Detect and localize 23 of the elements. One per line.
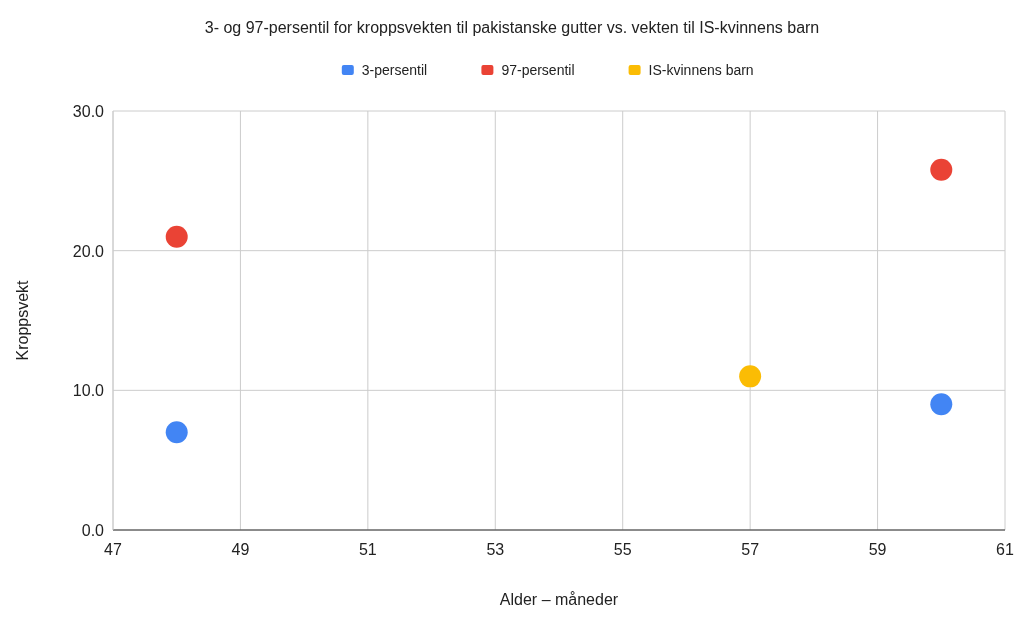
point	[165, 421, 188, 444]
x-tick-label: 53	[486, 541, 505, 558]
y-axis-title: Kroppsvekt	[14, 279, 31, 361]
point	[739, 365, 762, 388]
legend-label: 97-persentil	[501, 62, 575, 78]
x-axis-title: Alder – måneder	[499, 591, 619, 608]
x-tick-label: 49	[231, 541, 250, 558]
legend-label: 3-persentil	[361, 62, 428, 78]
y-tick-label: 20.0	[72, 242, 105, 260]
point	[930, 393, 953, 416]
x-tick-label: 57	[741, 541, 760, 558]
point	[930, 158, 953, 181]
x-tick-label: 59	[868, 541, 887, 558]
y-tick-label: 0.0	[81, 522, 105, 539]
chart-title: 3- og 97-persentil for kroppsvekten til pakistanske gutter vs. vekten til IS-kvinnens barn	[204, 19, 820, 36]
x-tick-label: 47	[104, 541, 122, 558]
y-tick-label: 30.0	[72, 103, 105, 120]
x-tick-label: 61	[996, 541, 1014, 558]
x-tick-label: 51	[358, 541, 377, 558]
legend-label: IS-kvinnens barn	[648, 62, 754, 78]
y-tick-label: 10.0	[72, 382, 105, 400]
point	[165, 225, 188, 248]
x-tick-label: 55	[613, 541, 632, 558]
